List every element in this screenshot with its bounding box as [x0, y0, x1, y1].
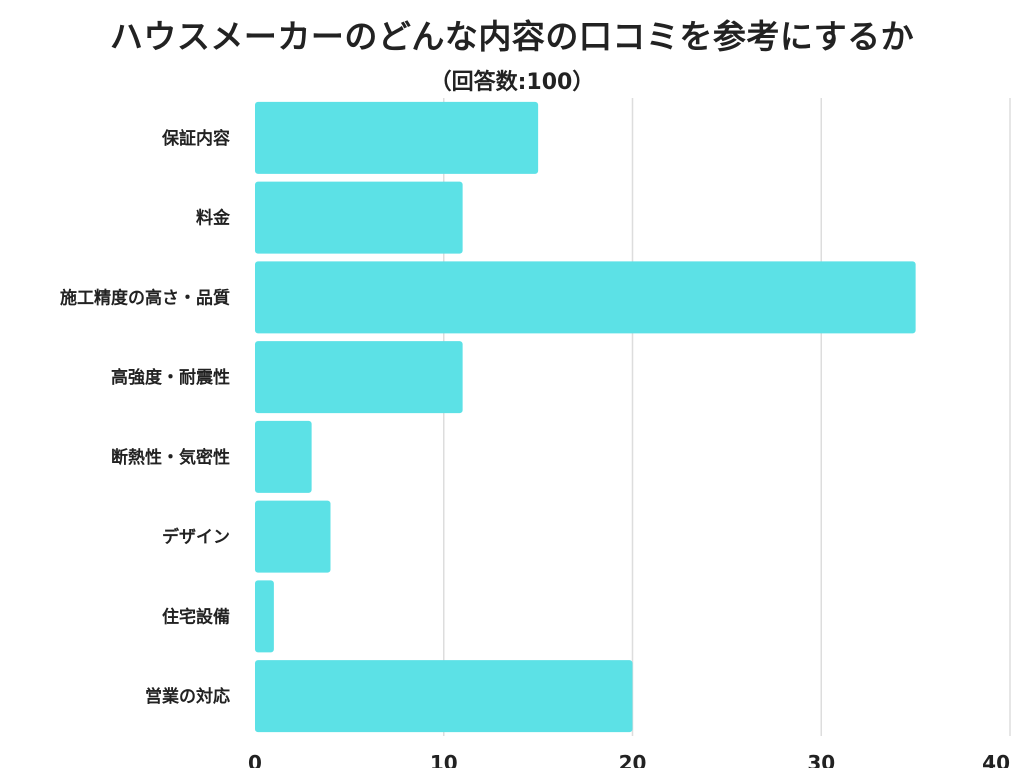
grid-lines: [443, 98, 1011, 736]
category-label: 保証内容: [161, 128, 230, 149]
category-label: 住宅設備: [162, 606, 230, 627]
x-tick-label: 10: [430, 751, 458, 768]
x-axis-tick-labels: 0 10 20 30 40: [248, 751, 1010, 768]
bar-6: [255, 580, 274, 653]
x-tick-label: 20: [619, 751, 647, 768]
x-tick-label: 30: [807, 751, 835, 768]
category-label: 営業の対応: [145, 686, 230, 707]
category-label: 施工精度の高さ・品質: [60, 287, 230, 308]
bar-7: [255, 660, 633, 733]
bar-4: [255, 420, 312, 493]
bar-1: [255, 181, 463, 254]
chart-subtitle: （回答数:100）: [429, 70, 595, 95]
category-labels: 保証内容料金施工精度の高さ・品質高強度・耐震性断熱性・気密性デザイン住宅設備営業…: [60, 128, 231, 707]
bars: [255, 101, 916, 733]
category-label: 高強度・耐震性: [111, 367, 230, 388]
category-label: 断熱性・気密性: [111, 447, 230, 468]
category-label: デザイン: [162, 527, 230, 548]
chart-title: ハウスメーカーのどんな内容の口コミを参考にするか: [109, 17, 915, 56]
bar-2: [255, 261, 916, 334]
bar-3: [255, 341, 463, 414]
category-label: 料金: [196, 208, 231, 229]
x-tick-label: 40: [982, 751, 1010, 768]
bar-0: [255, 101, 539, 174]
bar-5: [255, 500, 331, 573]
x-tick-label: 0: [248, 751, 262, 768]
